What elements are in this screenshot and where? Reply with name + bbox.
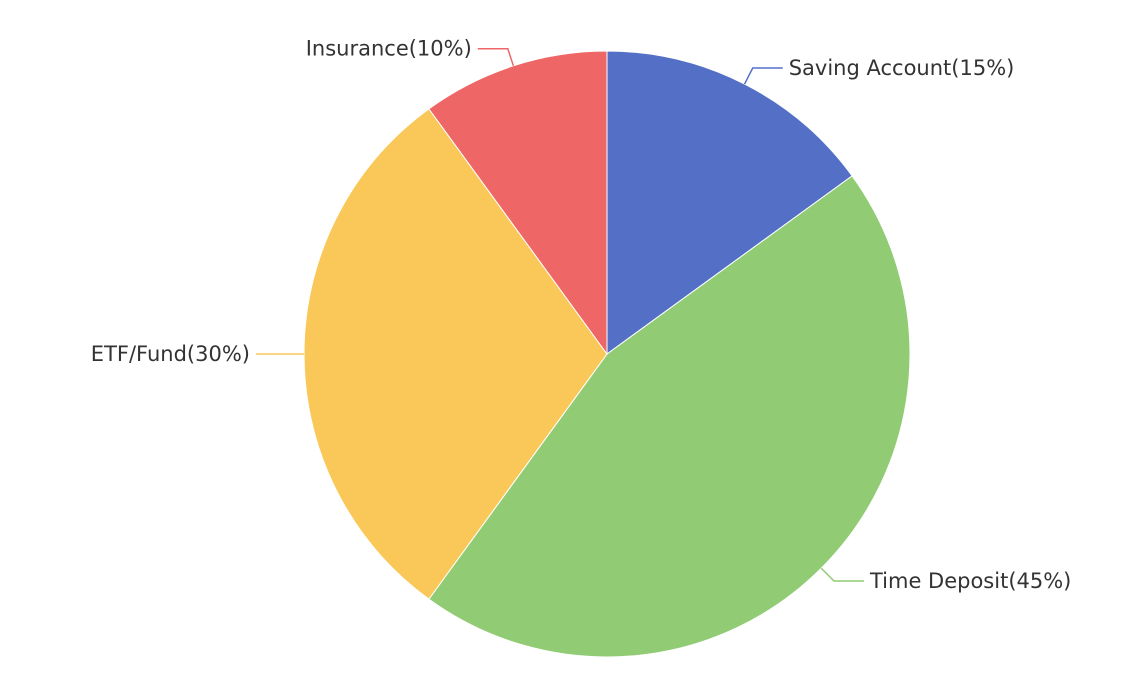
leader-lines-layer <box>256 47 864 582</box>
slice-label-insurance: Insurance(10%) <box>306 37 472 61</box>
slice-label-etf-fund: ETF/Fund(30%) <box>91 342 250 366</box>
labels-layer: Saving Account(15%) Time Deposit(45%) ETF/… <box>91 37 1072 593</box>
leader-line-saving-account <box>743 67 783 85</box>
pie-slice-time-deposit[interactable] <box>428 175 911 658</box>
slice-label-time-deposit: Time Deposit(45%) <box>869 569 1071 593</box>
slices-layer <box>303 50 911 658</box>
leader-line-insurance <box>477 47 515 67</box>
leader-line-time-deposit <box>820 567 864 582</box>
slice-label-saving-account: Saving Account(15%) <box>789 56 1015 80</box>
pie-slice-etf-fund[interactable] <box>303 108 608 600</box>
